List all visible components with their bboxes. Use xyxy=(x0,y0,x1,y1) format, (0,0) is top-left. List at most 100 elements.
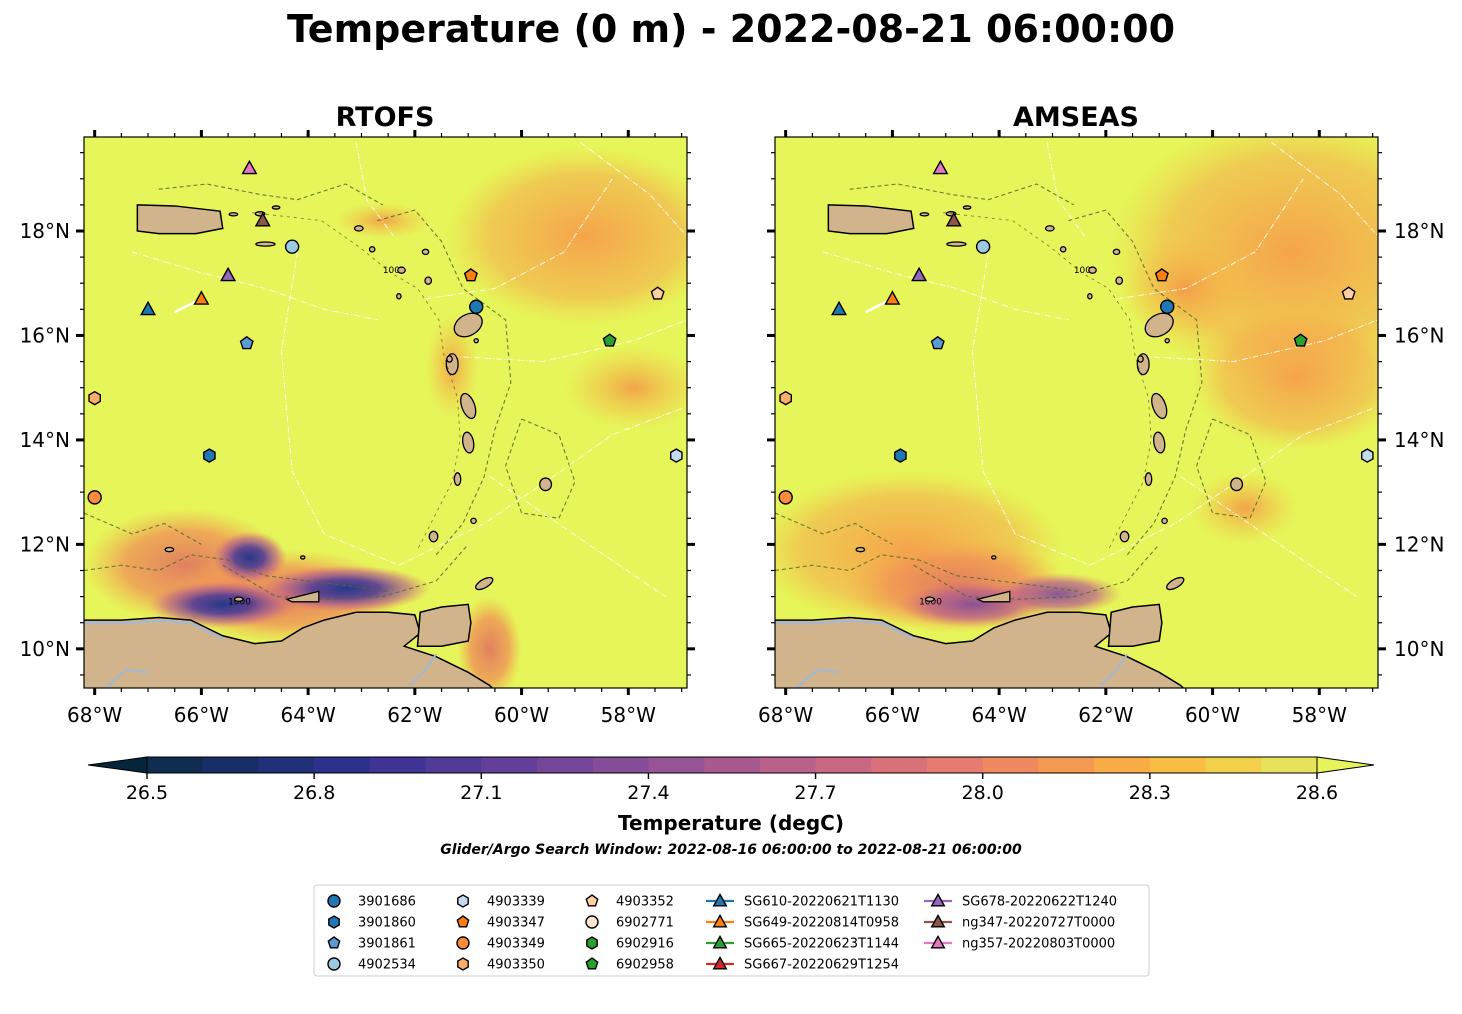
coastal-water xyxy=(775,619,915,640)
platform-marker-4903347 xyxy=(463,268,478,282)
legend-label: 4903352 xyxy=(616,895,674,910)
legend-label: 6902916 xyxy=(616,937,674,952)
eez-boundary xyxy=(971,251,1091,566)
platform-marker-3901860 xyxy=(203,448,216,463)
legend-marker-triangle xyxy=(712,892,728,907)
island xyxy=(228,212,239,217)
contour-label: 1000 xyxy=(228,597,251,607)
island xyxy=(1119,530,1130,543)
colorbar-cell xyxy=(1261,757,1318,773)
platform-marker-SG610 xyxy=(831,300,848,316)
lon-tick-label: 66°W xyxy=(174,703,229,727)
river xyxy=(795,668,840,688)
island xyxy=(855,546,866,553)
bathymetry-contour xyxy=(84,554,389,592)
legend-item: 6902958 xyxy=(585,957,674,973)
panel-title-rtofs: RTOFS xyxy=(336,102,435,133)
platform-marker-4903350 xyxy=(779,390,793,406)
legend-marker-triangle xyxy=(712,934,728,949)
island xyxy=(1144,312,1174,338)
legend-item: 4903352 xyxy=(585,894,674,910)
platform-marker-4903352 xyxy=(650,286,665,300)
legend-label: 3901686 xyxy=(358,895,416,910)
legend-label: 4903350 xyxy=(487,958,545,973)
bathymetry-contour xyxy=(504,418,576,519)
south-america-land xyxy=(84,611,494,688)
legend-label: 4902534 xyxy=(358,958,416,973)
bathymetry-contour xyxy=(913,544,1160,600)
contour-label: 100 xyxy=(1074,266,1091,276)
legend-frame xyxy=(313,884,1150,977)
colorbar-label: Temperature (degC) xyxy=(618,811,844,835)
island xyxy=(397,266,406,274)
platform-marker-SG678 xyxy=(220,266,237,282)
legend-label: SG665-20220623T1144 xyxy=(744,937,899,952)
colorbar-cell xyxy=(147,757,204,773)
lon-tick-label: 66°W xyxy=(865,703,920,727)
platform-marker-SG678 xyxy=(911,266,928,282)
island xyxy=(1151,392,1168,420)
legend-item: SG649-20220814T0958 xyxy=(706,913,899,931)
legend-marker-pentagon xyxy=(456,915,470,928)
map-frame xyxy=(774,136,1379,689)
sst-anomaly-field xyxy=(457,596,522,688)
map-panel-rtofs: RTOFS 1000 100 68°W 66°W 64°W 62°W 60°W 58°W 10… xyxy=(20,102,695,727)
platform-marker-4903350 xyxy=(88,390,102,406)
platform-marker-6902916 xyxy=(602,333,617,347)
trinidad-island xyxy=(416,603,472,647)
lat-tick-label: 12°N xyxy=(1394,532,1444,556)
colorbar-cell xyxy=(927,757,984,773)
lat-tick-label: 14°N xyxy=(1394,428,1444,452)
sst-anomaly-field xyxy=(260,565,431,613)
island xyxy=(924,596,935,602)
eez-boundary xyxy=(1143,319,1378,363)
eez-boundary xyxy=(579,141,687,237)
island xyxy=(1161,517,1168,525)
bathymetry-contour xyxy=(84,512,202,545)
island xyxy=(962,205,972,210)
legend-item: 4903349 xyxy=(456,936,545,952)
platform-marker-4903347 xyxy=(1154,268,1169,282)
colorbar-cell xyxy=(704,757,761,773)
legend-marker-pentagon xyxy=(585,957,599,970)
lat-tick-label: 16°N xyxy=(1394,323,1444,347)
platform-marker-ng357 xyxy=(932,159,949,175)
island xyxy=(255,241,276,247)
figure-title: Temperature (0 m) - 2022-08-21 06:00:00 xyxy=(287,7,1175,51)
colorbar-cell xyxy=(648,757,705,773)
colorbar-cell xyxy=(369,757,427,773)
island xyxy=(164,546,175,553)
legend-marker-hexagon xyxy=(328,915,340,929)
colorbar-cell xyxy=(1094,757,1151,773)
legend-item: 4903347 xyxy=(456,915,545,931)
legend-marker-pentagon xyxy=(327,936,341,949)
trinidad-island xyxy=(1107,603,1163,647)
island xyxy=(424,276,433,285)
panel-title-amseas: AMSEAS xyxy=(1013,102,1139,133)
platform-marker-4903352 xyxy=(1341,286,1356,300)
island xyxy=(1059,246,1067,253)
eez-boundary xyxy=(355,142,394,237)
colorbar-cell xyxy=(202,757,259,773)
legend-item: SG678-20220622T1240 xyxy=(924,892,1117,910)
island xyxy=(271,205,281,210)
island xyxy=(453,312,483,338)
legend-item: 3901860 xyxy=(328,915,416,931)
platform-marker-4903339 xyxy=(669,448,683,463)
margarita-island xyxy=(284,590,320,603)
legend-item: 4903350 xyxy=(457,957,545,973)
contour-label: 100 xyxy=(383,266,400,276)
platform-marker-3901686 xyxy=(469,299,484,314)
bathymetry-contour xyxy=(775,512,893,545)
legend-item: 3901861 xyxy=(327,936,416,952)
island xyxy=(368,246,376,253)
lat-tick-label: 10°N xyxy=(1394,637,1444,661)
legend-marker-circle xyxy=(327,894,341,908)
legend-label: ng357-20220803T0000 xyxy=(962,937,1115,952)
colorbar-cell xyxy=(1038,757,1095,773)
colorbar-extend-high xyxy=(1316,756,1375,774)
platform-marker-3901860 xyxy=(894,448,907,463)
island xyxy=(1153,431,1166,454)
island xyxy=(919,212,930,217)
river xyxy=(104,668,149,688)
